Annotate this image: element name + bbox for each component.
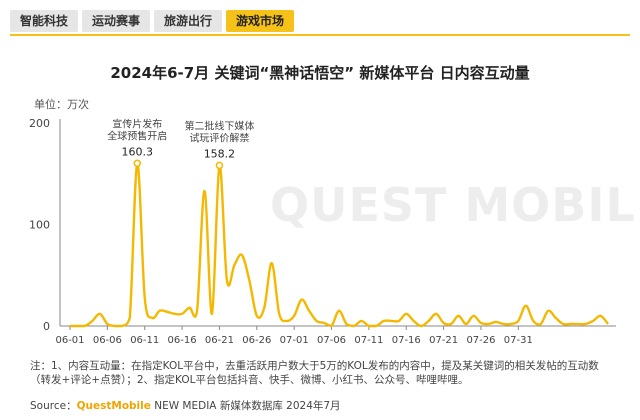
source-suffix: NEW MEDIA 新媒体数据库 2024年7月 — [150, 400, 341, 412]
tab-travel[interactable]: 旅游出行 — [154, 10, 223, 32]
tab-smart-tech[interactable]: 智能科技 — [10, 10, 79, 32]
note-line-1: 注：1、内容互动量：在指定KOL平台中，去重活跃用户数大于5万的KOL发布的内容… — [30, 360, 599, 372]
x-tick-label: 07-16 — [392, 335, 421, 346]
annotation-text: 全球预售开启 — [107, 129, 167, 142]
data-label: 158.2 — [204, 147, 236, 160]
tab-sports-events[interactable]: 运动赛事 — [82, 10, 151, 32]
x-tick-label: 06-01 — [55, 335, 84, 346]
source-line: Source：QuestMobile NEW MEDIA 新媒体数据库 2024… — [30, 398, 341, 413]
category-tabs: 智能科技 运动赛事 旅游出行 游戏市场 — [10, 10, 295, 34]
x-tick-label: 07-11 — [354, 335, 383, 346]
y-tick-label: 100 — [29, 219, 50, 232]
annotation-text: 试玩评价解禁 — [189, 131, 249, 144]
peak-marker — [215, 161, 224, 170]
annotation-text: 第二批线下媒体 — [184, 119, 254, 132]
x-tick-label: 06-11 — [130, 335, 159, 346]
x-tick-label: 07-21 — [429, 335, 458, 346]
y-axis-unit: 单位：万次 — [34, 98, 89, 111]
note-line-2: （转发+评论+点赞）；2、指定KOL平台包括抖音、快手、微博、小红书、公众号、哔… — [30, 374, 469, 386]
chart-title: 2024年6-7月 关键词“黑神话悟空” 新媒体平台 日内容互动量 — [110, 64, 530, 82]
source-brand: QuestMobile — [76, 400, 151, 412]
header-divider — [10, 34, 630, 36]
series-line — [70, 162, 609, 328]
tab-game-market[interactable]: 游戏市场 — [226, 10, 295, 32]
x-tick-label: 07-01 — [280, 335, 309, 346]
x-tick-label: 07-26 — [466, 335, 495, 346]
source-prefix: Source： — [30, 400, 77, 412]
y-tick-label: 200 — [29, 117, 50, 130]
chart-notes: 注：1、内容互动量：在指定KOL平台中，去重活跃用户数大于5万的KOL发布的内容… — [30, 359, 620, 387]
watermark: QUEST MOBILE — [270, 178, 640, 232]
x-tick-label: 06-16 — [168, 335, 197, 346]
x-tick-label: 06-21 — [205, 335, 234, 346]
x-tick-label: 07-06 — [317, 335, 346, 346]
data-label: 160.3 — [122, 145, 154, 158]
x-tick-label: 07-31 — [504, 335, 533, 346]
peak-marker — [133, 159, 141, 168]
annotation-text: 宣传片发布 — [112, 117, 162, 130]
x-tick-label: 06-06 — [93, 335, 122, 346]
x-tick-label: 06-26 — [242, 335, 271, 346]
y-tick-label: 0 — [43, 320, 50, 333]
